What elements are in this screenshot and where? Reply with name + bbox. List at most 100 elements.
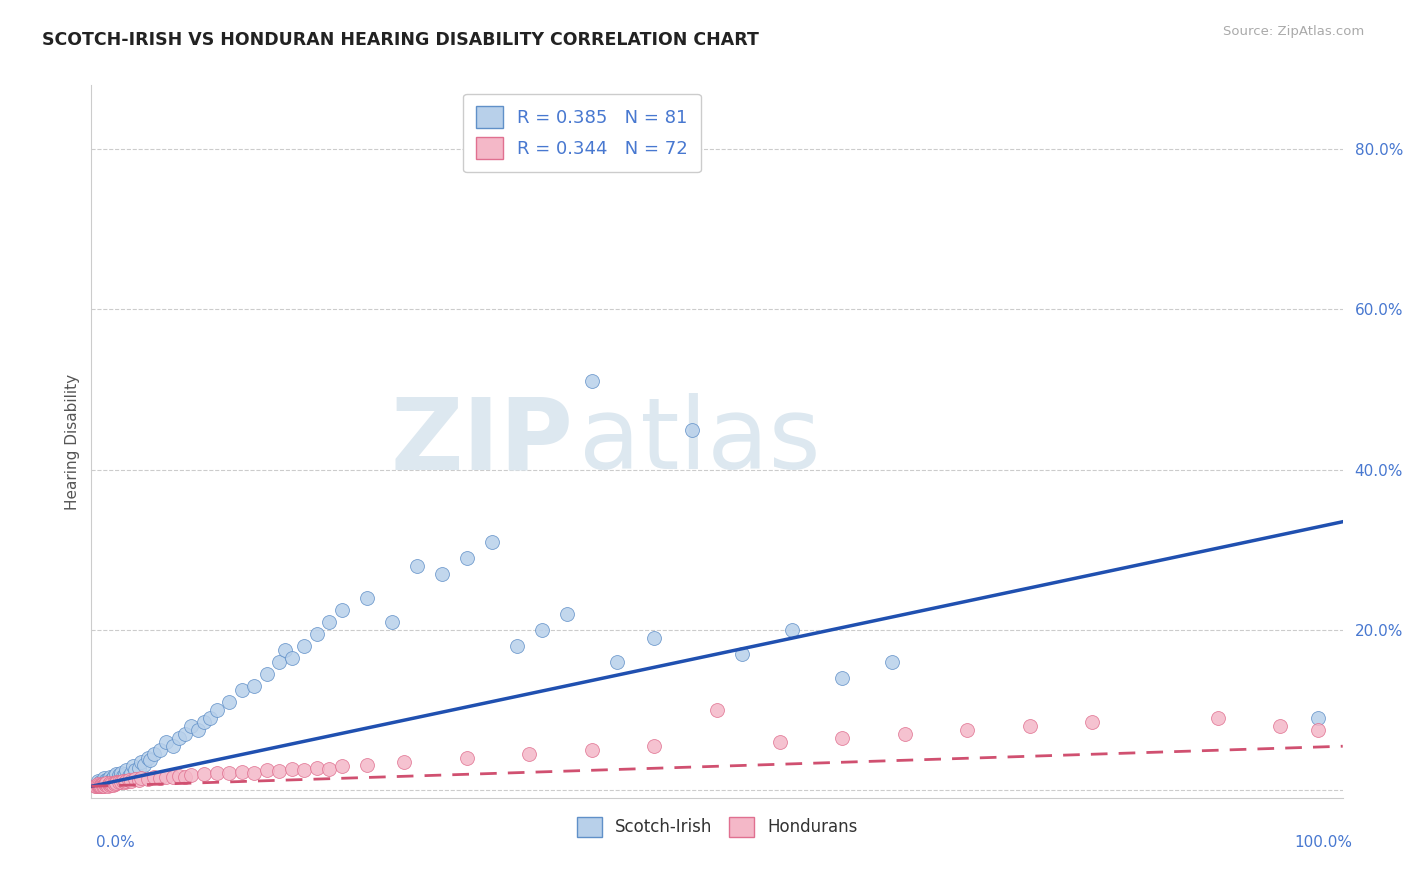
Point xyxy=(114,774,136,789)
Point xyxy=(121,759,143,773)
Text: Source: ZipAtlas.com: Source: ZipAtlas.com xyxy=(1223,25,1364,38)
Point xyxy=(882,655,904,669)
Point xyxy=(108,768,131,782)
Point xyxy=(96,778,118,792)
Point xyxy=(831,731,853,746)
Point xyxy=(94,777,117,791)
Point xyxy=(87,778,110,792)
Point xyxy=(481,534,503,549)
Point xyxy=(118,769,141,783)
Point xyxy=(1018,719,1040,733)
Point xyxy=(555,607,578,621)
Point xyxy=(155,770,177,784)
Point xyxy=(405,558,427,573)
Point xyxy=(90,779,112,793)
Point xyxy=(108,774,131,789)
Point xyxy=(101,778,124,792)
Point xyxy=(1306,711,1329,725)
Point xyxy=(643,739,665,754)
Point xyxy=(894,727,917,741)
Point xyxy=(110,775,132,789)
Point xyxy=(98,776,121,790)
Point xyxy=(89,780,111,794)
Point xyxy=(94,775,117,789)
Point xyxy=(292,639,315,653)
Point xyxy=(128,772,150,787)
Point xyxy=(97,777,120,791)
Point xyxy=(330,603,353,617)
Point xyxy=(1206,711,1229,725)
Point xyxy=(108,772,131,786)
Point xyxy=(218,695,240,709)
Point xyxy=(97,774,120,789)
Point xyxy=(128,761,150,775)
Point xyxy=(193,767,215,781)
Point xyxy=(606,655,628,669)
Point xyxy=(115,764,138,778)
Point xyxy=(517,747,540,762)
Point xyxy=(86,777,108,791)
Point xyxy=(97,773,120,788)
Point xyxy=(96,772,118,787)
Point xyxy=(356,757,378,772)
Point xyxy=(105,767,128,781)
Point xyxy=(381,615,404,629)
Point xyxy=(124,764,146,778)
Point xyxy=(280,651,302,665)
Legend: Scotch-Irish, Hondurans: Scotch-Irish, Hondurans xyxy=(569,810,865,844)
Point xyxy=(90,776,112,790)
Point xyxy=(356,591,378,605)
Point xyxy=(392,756,415,770)
Point xyxy=(167,769,190,783)
Point xyxy=(98,771,121,785)
Point xyxy=(187,723,209,738)
Point xyxy=(115,773,138,788)
Y-axis label: Hearing Disability: Hearing Disability xyxy=(65,374,80,509)
Point xyxy=(98,778,121,792)
Point xyxy=(139,753,162,767)
Point xyxy=(84,780,107,794)
Point xyxy=(706,703,728,717)
Point xyxy=(86,779,108,793)
Point xyxy=(180,768,202,782)
Point xyxy=(101,774,124,789)
Point xyxy=(581,743,603,757)
Point xyxy=(110,765,132,780)
Point xyxy=(111,772,134,787)
Point xyxy=(86,773,108,788)
Point xyxy=(193,715,215,730)
Point xyxy=(136,751,159,765)
Point xyxy=(93,778,115,792)
Point xyxy=(231,764,253,779)
Point xyxy=(256,667,278,681)
Point xyxy=(330,759,353,773)
Point xyxy=(149,772,172,786)
Point xyxy=(305,761,328,775)
Point xyxy=(205,765,228,780)
Point xyxy=(100,772,122,787)
Point xyxy=(1306,723,1329,738)
Point xyxy=(93,772,115,786)
Point xyxy=(100,777,122,791)
Point xyxy=(162,771,184,785)
Point xyxy=(231,683,253,698)
Point xyxy=(581,375,603,389)
Point xyxy=(93,773,115,788)
Text: 100.0%: 100.0% xyxy=(1295,836,1353,850)
Point xyxy=(318,615,340,629)
Point xyxy=(162,739,184,754)
Point xyxy=(89,775,111,789)
Point xyxy=(280,763,302,777)
Point xyxy=(267,655,290,669)
Point xyxy=(143,747,166,762)
Point xyxy=(91,777,114,791)
Point xyxy=(118,772,141,787)
Point xyxy=(87,779,110,793)
Point xyxy=(305,627,328,641)
Point xyxy=(124,772,146,786)
Text: 0.0%: 0.0% xyxy=(96,836,135,850)
Point xyxy=(1268,719,1291,733)
Point xyxy=(97,779,120,793)
Point xyxy=(643,631,665,645)
Point xyxy=(105,772,128,786)
